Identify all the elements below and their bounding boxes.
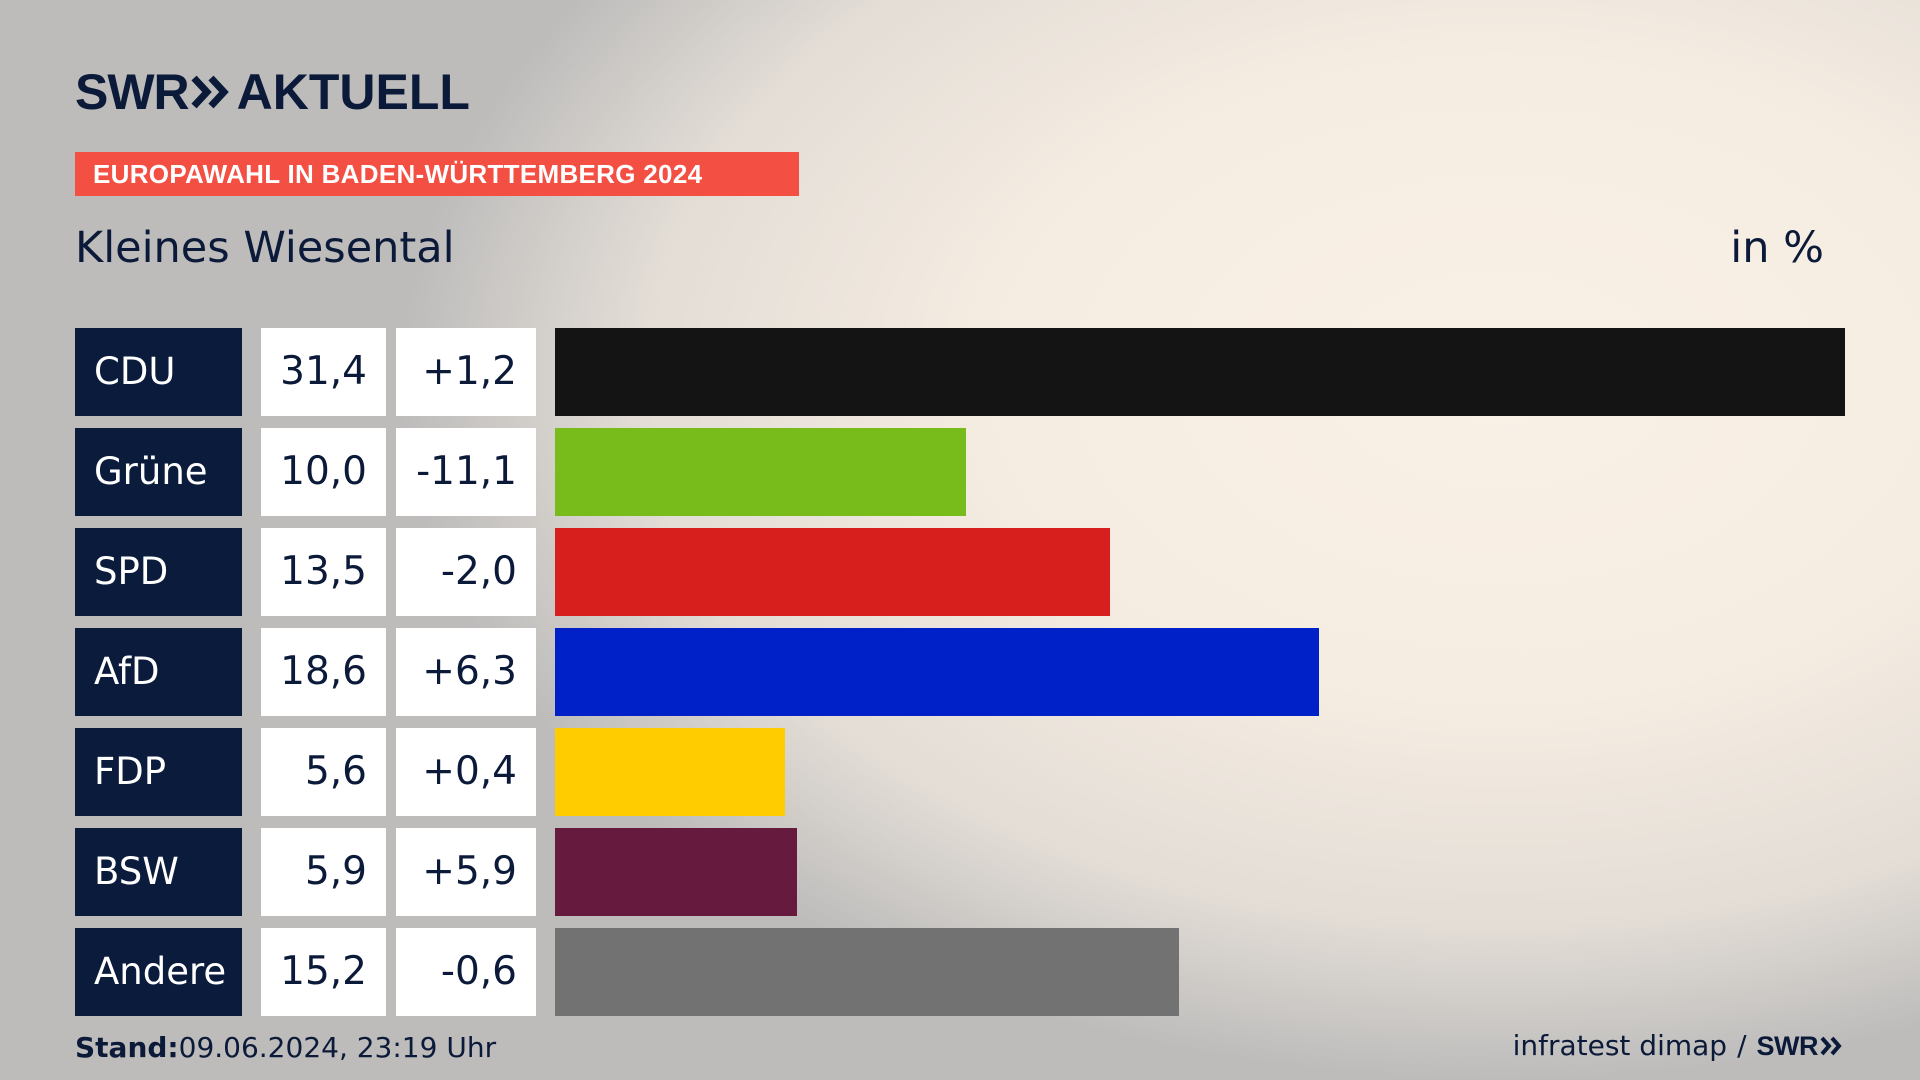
- bar-spd: [555, 528, 1110, 616]
- party-label: AfD: [75, 628, 242, 716]
- swr-aktuell-logo: SWR AKTUELL: [75, 64, 470, 120]
- swr-wordmark: SWR: [75, 64, 190, 120]
- party-row: FDP 5,6 +0,4: [0, 728, 1920, 816]
- change-label: -0,6: [396, 928, 536, 1016]
- source-separator: /: [1737, 1029, 1747, 1062]
- change-label: +0,4: [396, 728, 536, 816]
- bar-fdp: [555, 728, 785, 816]
- vote-share-label: 18,6: [261, 628, 386, 716]
- party-row: SPD 13,5 -2,0: [0, 528, 1920, 616]
- party-row: CDU 31,4 +1,2: [0, 328, 1920, 416]
- unit-label: in %: [1730, 223, 1824, 273]
- party-label: SPD: [75, 528, 242, 616]
- change-label: +6,3: [396, 628, 536, 716]
- swr-small-wordmark: SWR: [1756, 1031, 1819, 1061]
- vote-share-label: 31,4: [261, 328, 386, 416]
- party-label: Grüne: [75, 428, 242, 516]
- bar-afd: [555, 628, 1319, 716]
- party-row: Grüne 10,0 -11,1: [0, 428, 1920, 516]
- party-row: BSW 5,9 +5,9: [0, 828, 1920, 916]
- party-label: Andere: [75, 928, 242, 1016]
- vote-share-label: 13,5: [261, 528, 386, 616]
- party-row: AfD 18,6 +6,3: [0, 628, 1920, 716]
- source-credit: infratest dimap / SWR: [1513, 1028, 1844, 1064]
- change-label: +5,9: [396, 828, 536, 916]
- stand-label: Stand:: [75, 1031, 179, 1064]
- party-label: BSW: [75, 828, 242, 916]
- bar-cdu: [555, 328, 1845, 416]
- vote-share-label: 5,9: [261, 828, 386, 916]
- vote-share-label: 15,2: [261, 928, 386, 1016]
- stand-value: 09.06.2024, 23:19 Uhr: [178, 1031, 497, 1064]
- source-name: infratest dimap: [1512, 1029, 1728, 1062]
- party-row: Andere 15,2 -0,6: [0, 928, 1920, 1016]
- party-label: CDU: [75, 328, 242, 416]
- election-banner: EUROPAWAHL IN BADEN-WÜRTTEMBERG 2024: [75, 152, 799, 196]
- bar-bsw: [555, 828, 797, 916]
- bar-gr-ne: [555, 428, 966, 516]
- change-label: -2,0: [396, 528, 536, 616]
- party-label: FDP: [75, 728, 242, 816]
- vote-share-label: 10,0: [261, 428, 386, 516]
- change-label: -11,1: [396, 428, 536, 516]
- aktuell-wordmark: AKTUELL: [236, 64, 470, 120]
- double-chevron-icon: [191, 75, 229, 109]
- vote-share-label: 5,6: [261, 728, 386, 816]
- region-title: Kleines Wiesental: [75, 223, 455, 273]
- double-chevron-icon: [1820, 1036, 1842, 1056]
- bar-andere: [555, 928, 1179, 1016]
- timestamp: Stand:09.06.2024, 23:19 Uhr: [75, 1030, 496, 1066]
- change-label: +1,2: [396, 328, 536, 416]
